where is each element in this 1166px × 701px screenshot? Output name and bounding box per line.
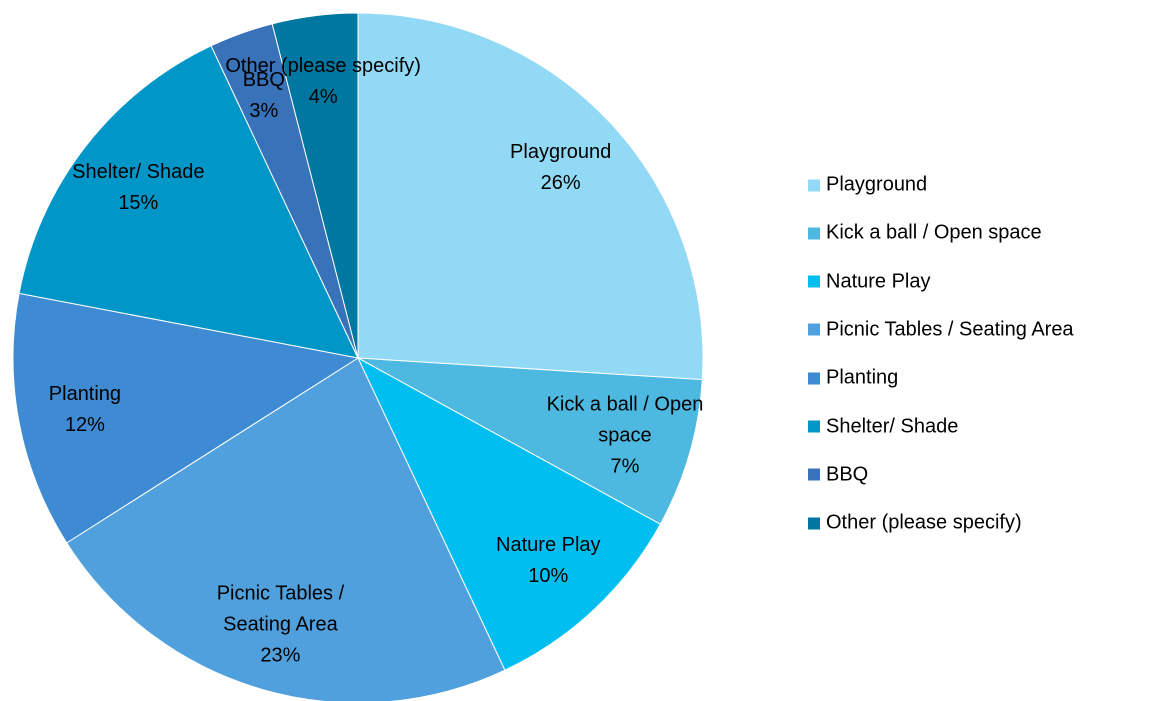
legend-swatch [808, 323, 820, 336]
slice-value: 10% [528, 564, 569, 587]
legend-label: Shelter/ Shade [826, 415, 959, 437]
slice-value: 23% [260, 644, 301, 667]
slice-label: BBQ 3% [164, 65, 364, 127]
legend-label: Picnic Tables / Seating Area [826, 318, 1074, 341]
slice-category: Shelter/ Shade [72, 160, 205, 183]
legend-item: Playground [808, 174, 927, 197]
slice-value: 3% [249, 100, 279, 123]
legend-item: Nature Play [808, 270, 931, 293]
slice-label: Kick a ball / Open space 7% [517, 389, 732, 482]
slice-value: 4% [308, 86, 338, 109]
legend-item: Picnic Tables / Seating Area [808, 318, 1074, 341]
legend-label: Kick a ball / Open space [826, 221, 1042, 244]
legend-label: Playground [826, 173, 928, 196]
legend-swatch [808, 420, 820, 433]
legend-label: Planting [826, 366, 899, 389]
legend-swatch [808, 227, 820, 240]
legend-label: Other (please specify) [826, 511, 1022, 534]
slice [357, 12, 704, 381]
slice-label: Other (please specify) 4% [183, 51, 463, 113]
slice-value: 7% [610, 455, 640, 478]
slice-value: 26% [540, 171, 581, 194]
slice [66, 357, 506, 701]
slice-category: Kick a ball / Open space [546, 393, 704, 447]
legend-item: Planting [808, 367, 898, 390]
slice-label: Planting 12% [0, 379, 185, 441]
legend-item: Shelter/ Shade [808, 415, 958, 438]
slice-label: Shelter/ Shade 15% [38, 157, 238, 219]
slice [271, 12, 359, 359]
legend-swatch [808, 179, 820, 191]
slice-category: Other (please specify) [225, 55, 421, 78]
legend-swatch [808, 468, 820, 481]
slice-label: Nature Play 10% [448, 530, 648, 592]
slice-category: Playground [510, 140, 612, 163]
slice [357, 357, 703, 525]
slice-category: Nature Play [496, 533, 601, 556]
slice-label: Picnic Tables / Seating Area 23% [193, 578, 368, 671]
slice-category: Picnic Tables / Seating Area [216, 582, 345, 636]
slice-category: Planting [48, 383, 122, 406]
slice-value: 12% [64, 414, 105, 437]
legend-swatch [808, 517, 820, 530]
slice [12, 292, 360, 544]
legend-label: BBQ [826, 463, 869, 486]
slice [18, 45, 359, 359]
slice-category: BBQ [242, 69, 285, 92]
slice [356, 356, 662, 671]
legend-label: Nature Play [826, 270, 931, 293]
legend-item: BBQ [808, 463, 868, 486]
slice-value: 15% [118, 191, 159, 214]
legend-swatch [808, 372, 820, 385]
legend-item: Other (please specify) [808, 512, 1022, 535]
slice-label: Playground 26% [461, 137, 661, 199]
legend-item: Kick a ball / Open space [808, 222, 1042, 245]
legend-swatch [808, 275, 820, 288]
